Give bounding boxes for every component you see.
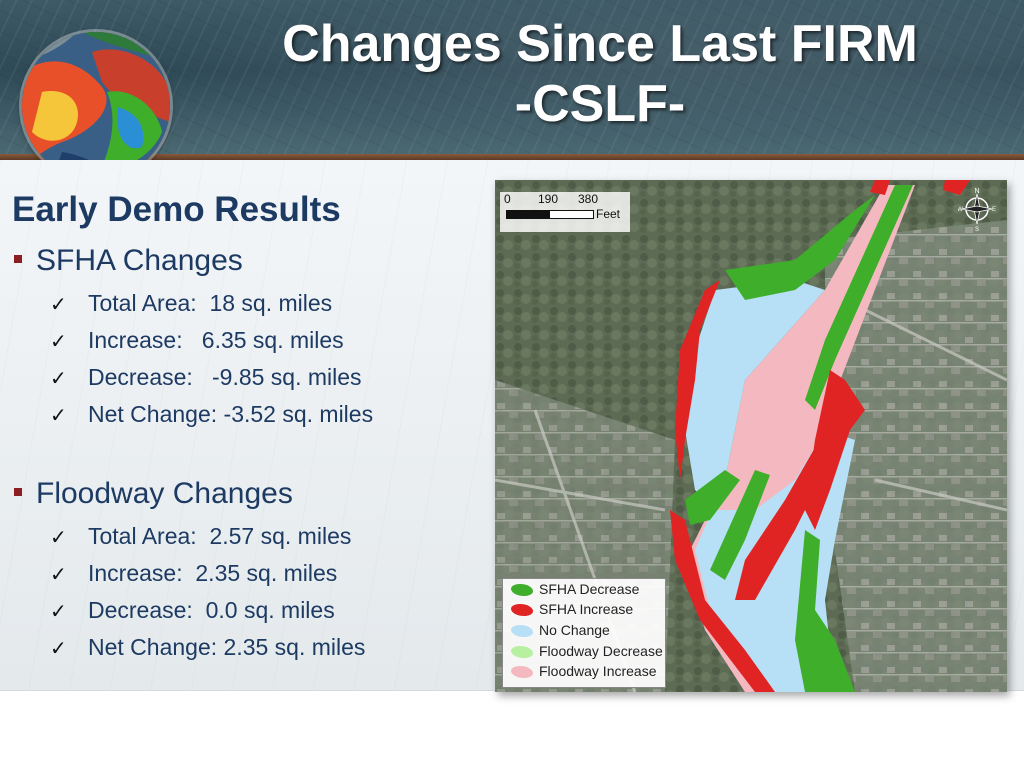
checkmark-icon: ✓ bbox=[50, 564, 67, 586]
header-divider bbox=[0, 154, 1024, 160]
legend-item-no-change: No Change bbox=[511, 622, 610, 642]
scale-label-0: 0 bbox=[504, 192, 511, 206]
floodway-total-area: ✓ Total Area: 2.57 sq. miles bbox=[50, 523, 352, 549]
legend-item-floodway-increase: Floodway Increase bbox=[511, 663, 657, 683]
north-arrow-icon: N E S W bbox=[957, 186, 996, 233]
legend-swatch bbox=[511, 625, 533, 638]
sfha-heading: SFHA Changes bbox=[14, 244, 243, 278]
footer-area bbox=[0, 690, 1024, 769]
globe-logo bbox=[22, 32, 170, 180]
sfha-decrease: ✓ Decrease: -9.85 sq. miles bbox=[50, 364, 362, 390]
legend-swatch bbox=[511, 666, 533, 679]
scale-unit: Feet bbox=[596, 207, 621, 221]
checkmark-icon: ✓ bbox=[50, 405, 67, 427]
checkmark-icon: ✓ bbox=[50, 368, 67, 390]
map-scale-bar: 0 190 380 Feet bbox=[500, 192, 630, 232]
legend-item-floodway-decrease: Floodway Decrease bbox=[511, 643, 663, 663]
legend-item-sfha-decrease: SFHA Decrease bbox=[511, 581, 639, 601]
floodway-decrease: ✓ Decrease: 0.0 sq. miles bbox=[50, 597, 335, 623]
legend-swatch bbox=[511, 604, 533, 617]
north-label: N bbox=[974, 188, 979, 195]
legend-swatch bbox=[511, 646, 533, 659]
sfha-total-area: ✓ Total Area: 18 sq. miles bbox=[50, 290, 333, 316]
header-banner bbox=[0, 0, 1024, 158]
bullet-square-icon bbox=[14, 488, 22, 497]
floodway-heading: Floodway Changes bbox=[14, 477, 293, 511]
scale-bar-graphic bbox=[506, 210, 594, 219]
sfha-net-change: ✓ Net Change: -3.52 sq. miles bbox=[50, 401, 374, 427]
legend-item-sfha-increase: SFHA Increase bbox=[511, 601, 633, 621]
west-label: W bbox=[958, 207, 963, 213]
checkmark-icon: ✓ bbox=[50, 331, 67, 353]
east-label: E bbox=[992, 207, 996, 213]
checkmark-icon: ✓ bbox=[50, 294, 67, 316]
checkmark-icon: ✓ bbox=[50, 527, 67, 549]
map-legend: SFHA Decrease SFHA Increase No Change Fl… bbox=[502, 578, 666, 688]
floodway-net-change: ✓ Net Change: 2.35 sq. miles bbox=[50, 634, 366, 660]
legend-swatch bbox=[511, 584, 533, 597]
checkmark-icon: ✓ bbox=[50, 601, 67, 623]
checkmark-icon: ✓ bbox=[50, 638, 67, 660]
title-line-2: -CSLF- bbox=[514, 75, 686, 133]
floodway-increase: ✓ Increase: 2.35 sq. miles bbox=[50, 560, 338, 586]
scale-label-380: 380 bbox=[578, 192, 599, 206]
slide-title: Changes Since Last FIRM -CSLF- bbox=[230, 14, 970, 134]
scale-label-190: 190 bbox=[538, 192, 559, 206]
bullet-square-icon bbox=[14, 255, 22, 264]
title-line-1: Changes Since Last FIRM bbox=[282, 15, 918, 73]
south-label: S bbox=[975, 227, 979, 232]
sfha-increase: ✓ Increase: 6.35 sq. miles bbox=[50, 327, 344, 353]
section-subtitle: Early Demo Results bbox=[12, 190, 341, 229]
